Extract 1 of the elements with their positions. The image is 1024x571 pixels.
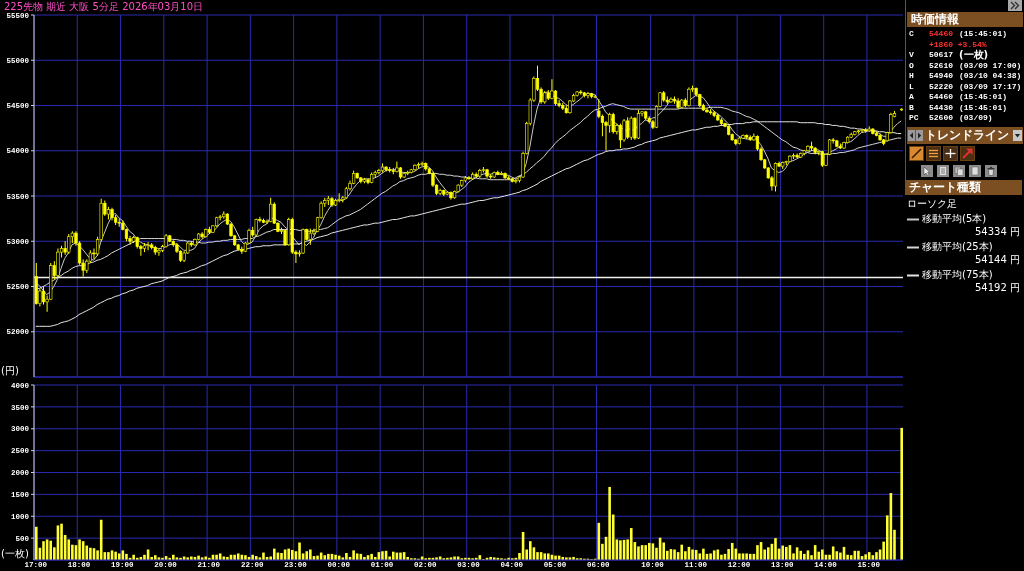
y-axis-title: (一枚): [1, 548, 29, 559]
